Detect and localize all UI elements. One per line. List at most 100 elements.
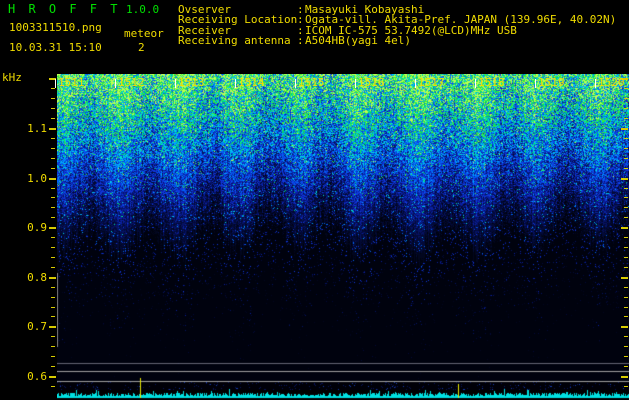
meteor-count: 2 — [138, 41, 145, 54]
freq-tick-left — [51, 108, 55, 110]
minute-tick — [115, 79, 116, 88]
freq-tick-left — [51, 385, 55, 387]
freq-axis-label: 1.0 — [27, 171, 47, 185]
freq-tick-right — [624, 157, 628, 159]
freq-tick-right — [624, 356, 628, 358]
time-axis-label: 1515 — [298, 76, 325, 89]
freq-tick-left — [51, 306, 55, 308]
freq-tick-right — [624, 217, 628, 219]
meta-value: Ogata-vill. Akita-Pref. JAPAN (139.96E, … — [305, 13, 617, 27]
minute-tick — [55, 79, 56, 88]
freq-tick-left — [49, 376, 56, 378]
mode-label: meteor — [124, 27, 164, 40]
freq-tick-right — [624, 187, 628, 189]
meta-row-antenna: Receiving antenna:A504HB(yagi 4el) — [178, 34, 411, 47]
date-time: 10.03.31 15:10 — [9, 41, 102, 54]
time-axis-label: 1516 — [358, 76, 385, 89]
freq-tick-left — [51, 147, 55, 149]
freq-tick-left — [51, 247, 55, 249]
freq-tick-left — [51, 187, 55, 189]
output-filename: 1003311510.png — [9, 21, 102, 34]
meta-value: Masayuki Kobayashi — [305, 3, 425, 16]
freq-tick-left — [51, 137, 55, 139]
freq-tick-right — [624, 385, 628, 387]
freq-tick-left — [49, 326, 56, 329]
freq-axis-label: 0.7 — [27, 320, 47, 334]
freq-tick-right — [624, 336, 628, 338]
freq-axis-label: 1.1 — [27, 122, 47, 135]
freq-tick-right — [624, 247, 628, 249]
spectrogram-canvas — [57, 74, 629, 400]
freq-tick-left — [51, 296, 55, 298]
freq-tick-left — [49, 78, 56, 81]
freq-tick-left — [51, 207, 55, 209]
freq-axis-label: 0.8 — [27, 270, 47, 284]
freq-tick-right — [624, 197, 628, 199]
minute-tick — [415, 79, 416, 88]
time-axis-label: 1520 — [598, 76, 625, 89]
freq-tick-left — [51, 98, 55, 100]
freq-tick-left — [51, 237, 55, 239]
freq-tick-left — [51, 316, 55, 318]
freq-tick-left — [51, 256, 55, 258]
time-axis-label: 1513 — [178, 76, 205, 89]
freq-tick-right — [624, 316, 628, 318]
minute-tick — [235, 79, 236, 88]
freq-tick-right — [624, 207, 628, 209]
freq-tick-left — [51, 266, 55, 268]
meta-separator: : — [297, 3, 304, 16]
time-axis-label: 1511 — [58, 76, 85, 89]
meta-row-location: Receiving Location:Ogata-vill. Akita-Pre… — [178, 13, 617, 27]
minute-tick — [355, 79, 356, 88]
minute-tick — [175, 79, 176, 88]
meta-label: Receiver — [178, 23, 231, 37]
freq-tick-right — [624, 118, 628, 120]
meta-separator: : — [297, 23, 304, 37]
minute-tick — [295, 79, 296, 88]
freq-tick-left — [51, 356, 55, 358]
freq-tick-left — [51, 197, 55, 199]
freq-tick-left — [49, 276, 56, 279]
freq-tick-right — [621, 326, 628, 329]
freq-tick-right — [621, 177, 628, 180]
time-axis-label: 1517 — [418, 76, 445, 89]
meta-label: Ovserver — [178, 3, 231, 16]
freq-tick-right — [624, 266, 628, 268]
freq-tick-left — [49, 128, 56, 130]
meta-row-receiver: Receiver:ICOM IC-575 53.7492(@LCD)MHz US… — [178, 23, 517, 37]
freq-tick-right — [621, 227, 628, 230]
freq-tick-right — [624, 366, 628, 368]
app-version: 1.0.0 — [126, 3, 160, 16]
freq-tick-right — [624, 256, 628, 258]
freq-tick-right — [621, 276, 628, 279]
freq-axis-label: 0.9 — [27, 221, 47, 235]
minute-tick — [595, 79, 596, 88]
freq-tick-right — [624, 147, 628, 149]
freq-tick-right — [624, 108, 628, 110]
meta-separator: : — [297, 13, 304, 27]
time-axis-label: 1519 — [538, 76, 565, 89]
app-title: H R O F F T — [8, 2, 121, 16]
freq-tick-left — [49, 177, 56, 180]
meta-label: Receiving Location — [178, 13, 298, 27]
minute-tick — [475, 79, 476, 88]
freq-tick-left — [51, 157, 55, 159]
time-axis-label: 1518 — [478, 76, 505, 89]
freq-tick-left — [51, 217, 55, 219]
freq-tick-right — [624, 296, 628, 298]
meta-label: Receiving antenna — [178, 34, 291, 47]
freq-tick-left — [51, 118, 55, 120]
time-axis-label: 1512 — [118, 76, 145, 89]
freq-tick-right — [624, 88, 628, 90]
meta-value: ICOM IC-575 53.7492(@LCD)MHz USB — [305, 23, 517, 37]
freq-tick-right — [621, 78, 628, 81]
meta-value: A504HB(yagi 4el) — [305, 34, 411, 47]
freq-tick-left — [51, 336, 55, 338]
freq-tick-left — [51, 88, 55, 90]
freq-tick-right — [624, 306, 628, 308]
freq-tick-right — [624, 346, 628, 348]
freq-tick-left — [51, 286, 55, 288]
freq-tick-right — [621, 128, 628, 130]
